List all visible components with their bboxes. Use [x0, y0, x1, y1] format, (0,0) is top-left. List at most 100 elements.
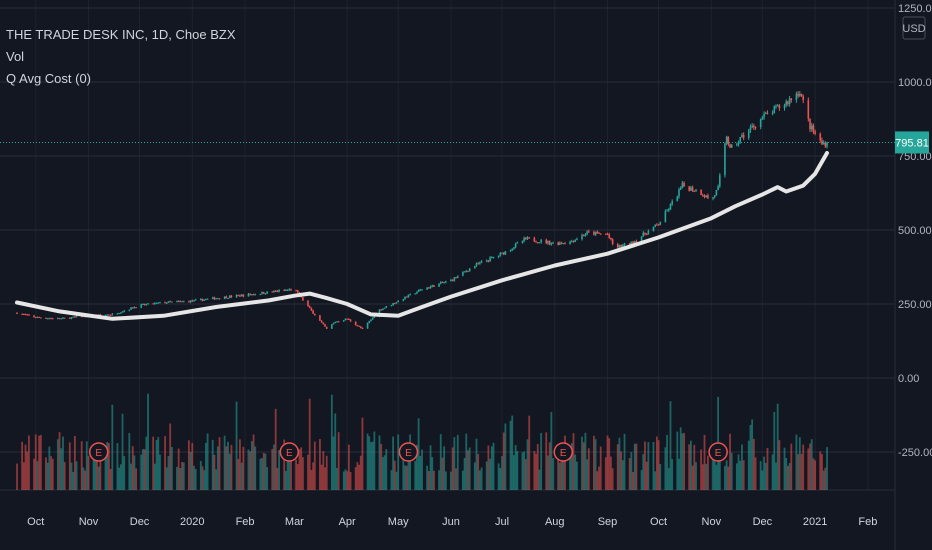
candle-body [759, 119, 762, 128]
currency-tag-box[interactable] [902, 16, 926, 40]
candle-body [416, 291, 418, 294]
volume-bar [307, 454, 309, 490]
volume-bar [278, 450, 280, 490]
volume-bar [747, 440, 750, 490]
candle-body [38, 317, 40, 319]
volume-bar [450, 471, 452, 490]
volume-bar [461, 470, 464, 490]
candle-body [671, 201, 673, 204]
volume-bar [821, 454, 823, 490]
candle-body [409, 294, 411, 296]
grid-lines [0, 0, 896, 550]
earnings-marker[interactable] [398, 442, 419, 462]
volume-bar [739, 460, 742, 490]
earnings-marker[interactable] [279, 442, 300, 462]
volume-bar [438, 470, 440, 490]
candle-body [239, 295, 241, 297]
candle-body [814, 131, 816, 134]
volume-bar [28, 435, 30, 490]
candle-body [286, 289, 289, 291]
volume-bar [342, 471, 345, 490]
volume-bar [147, 393, 149, 490]
candle-body [147, 303, 149, 305]
volume-bar [393, 460, 396, 490]
volume-bar [683, 432, 685, 490]
volume-bar [123, 456, 126, 490]
volume-bar [547, 455, 549, 490]
volume-bar [72, 471, 75, 490]
volume-bar [727, 466, 730, 490]
candle-body [538, 242, 541, 244]
candle-body [295, 290, 297, 292]
symbol-title[interactable]: THE TRADE DESK INC, 1D, Choe BZX [6, 27, 236, 42]
candle-body [159, 302, 161, 304]
candle-body [276, 291, 279, 293]
candle-body [773, 106, 776, 113]
candle-body [227, 297, 229, 299]
volume-bar [325, 455, 328, 490]
candle-body [693, 190, 696, 192]
candle-body [194, 299, 197, 301]
indicator-label[interactable]: Q Avg Cost (0) [6, 71, 92, 86]
volume-bar [523, 451, 526, 490]
volume-bar [152, 436, 155, 490]
candle-body [453, 277, 456, 281]
volume-bar [427, 471, 430, 490]
volume-bar [249, 451, 252, 490]
volume-bar [644, 441, 646, 490]
candle-body [274, 290, 277, 292]
candle-body [715, 190, 718, 196]
volume-bar [800, 453, 803, 490]
candle-body [28, 314, 30, 316]
candle-body [50, 318, 52, 320]
time-axis[interactable]: Oct Nov Dec 2020 Feb Mar Apr May Jun Jul Aug Sep Oct… [27, 516, 877, 528]
volume-bar [62, 436, 64, 490]
volume-bar [131, 446, 134, 490]
candle-body [795, 93, 798, 100]
volume-bar [550, 412, 553, 490]
volume-bar [560, 444, 563, 490]
y-tick-label: 500.00 [898, 225, 932, 237]
volume-bar [346, 471, 349, 490]
candle-body [676, 196, 679, 202]
candle-body [80, 316, 83, 318]
earnings-marker[interactable] [88, 442, 109, 462]
volume-bar [652, 441, 655, 490]
candle-body [57, 318, 59, 320]
volume-bar [39, 435, 42, 490]
volume-bar [349, 471, 352, 490]
earnings-letter: E [95, 448, 102, 459]
volume-label[interactable]: Vol [6, 49, 25, 64]
candle-body [593, 231, 595, 235]
volume-bar [678, 458, 680, 490]
volume-bar [337, 432, 340, 490]
volume-bar [176, 466, 178, 490]
volume-bar [812, 458, 815, 490]
earnings-marker[interactable] [708, 442, 728, 462]
volume-bar [572, 433, 575, 490]
volume-bar [814, 460, 817, 490]
volume-bar [501, 455, 503, 490]
earnings-marker[interactable] [553, 442, 574, 462]
volume-bar [358, 464, 360, 490]
candle-body [450, 279, 452, 282]
candle-body [140, 304, 143, 308]
volume-bar [618, 437, 621, 490]
candle-body [283, 290, 285, 292]
volume-bar [381, 457, 384, 490]
price-axis[interactable]: 1250.00 1000.00 750.00 500.00 250.00 0.00 -250… [898, 3, 932, 459]
volume-bar [419, 455, 422, 490]
volume-bar [586, 459, 588, 490]
volume-bar [581, 436, 583, 490]
volume-bar [426, 465, 429, 490]
volume-bar [155, 439, 158, 490]
candle-body [223, 296, 226, 299]
candle-body [572, 241, 575, 243]
candle-body [445, 281, 447, 283]
volume-bar [288, 444, 291, 490]
candle-body [581, 235, 583, 240]
volume-bar [475, 438, 478, 490]
